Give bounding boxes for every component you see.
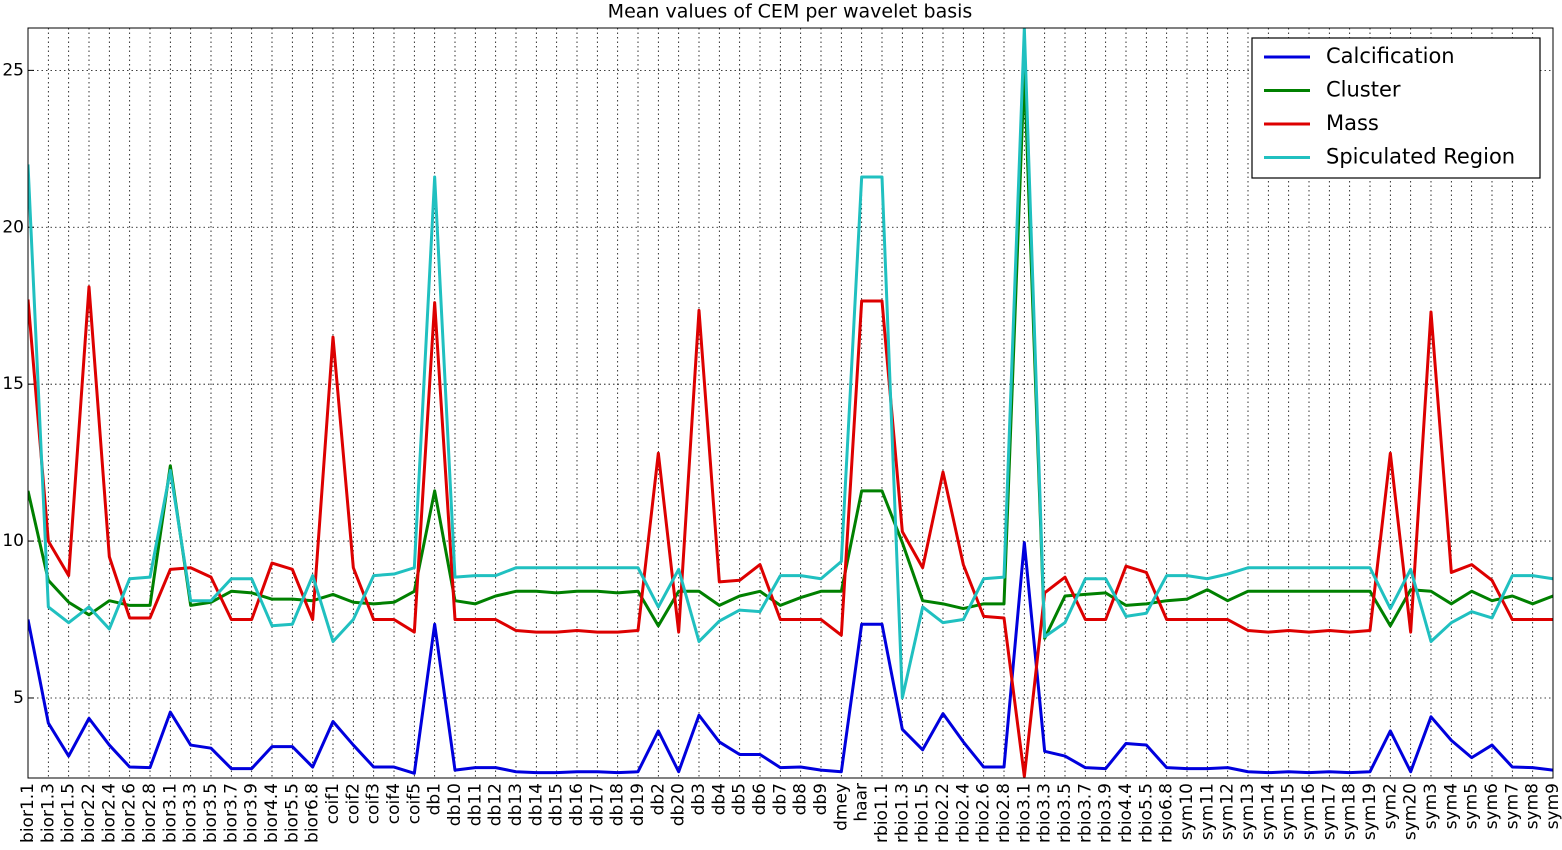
series-line [28,68,1553,640]
series-line [28,541,1553,775]
x-tick-label: db7 [770,783,790,815]
x-tick-label: rbio3.9 [1096,783,1116,843]
x-tick-label: db13 [506,783,526,826]
x-tick-label: rbio1.3 [892,783,912,843]
x-tick-label: bior1.1 [18,783,38,843]
legend-label: Cluster [1326,78,1401,102]
x-tick-label: coif1 [323,783,343,824]
x-tick-label: bior3.1 [160,783,180,843]
x-tick-label: sym15 [1279,783,1299,840]
x-tick-label: coif5 [404,783,424,824]
x-tick-label: dmey [831,783,851,831]
x-tick-label: rbio3.7 [1075,783,1095,843]
x-tick-label: db2 [648,783,668,815]
x-tick-label: bior1.5 [59,783,79,843]
x-tick-label: db5 [730,783,750,815]
x-tick-label: db15 [547,783,567,826]
x-tick-label: sym9 [1543,783,1562,829]
x-tick-label: bior6.8 [303,783,323,843]
legend-label: Calcification [1326,44,1455,68]
x-tick-label: rbio3.3 [1035,783,1055,843]
x-tick-label: db20 [669,783,689,826]
x-tick-label: bior2.2 [79,783,99,843]
x-tick-label: db19 [628,783,648,826]
x-tick-label: coif2 [343,783,363,824]
x-tick-label: db11 [465,783,485,826]
x-tick-label: db17 [587,783,607,826]
x-tick-label: db14 [526,783,546,826]
x-tick-label: sym4 [1441,783,1461,829]
x-tick-label: bior2.6 [120,783,140,843]
x-tick-label: sym10 [1177,783,1197,840]
x-tick-label: sym16 [1299,783,1319,840]
x-tick-label: sym17 [1319,783,1339,840]
x-tick-label: sym14 [1258,783,1278,840]
series-line [28,285,1553,778]
x-tick-label: rbio5.5 [1136,783,1156,843]
x-tick-label: bior5.5 [282,783,302,843]
x-tick-label: sym13 [1238,783,1258,840]
x-tick-label: db6 [750,783,770,815]
legend-label: Spiculated Region [1326,145,1515,169]
x-tick-label: db18 [608,783,628,826]
x-tick-label: db16 [567,783,587,826]
x-tick-label: bior3.7 [221,783,241,843]
x-tick-label: sym3 [1421,783,1441,829]
x-tick-label: db12 [486,783,506,826]
x-tick-label: rbio2.4 [953,783,973,843]
plot-frame [27,27,1554,779]
x-tick-label: db8 [791,783,811,815]
x-tick-label: rbio2.2 [933,783,953,843]
series-line [28,28,1553,700]
x-tick-label: db10 [445,783,465,826]
x-tick-label: haar [852,783,872,822]
x-tick-label: sym19 [1360,783,1380,840]
x-tick-label: rbio3.5 [1055,783,1075,843]
y-tick-label: 15 [2,374,24,394]
x-tick-label: sym2 [1380,783,1400,829]
x-tick-label: rbio3.1 [1014,783,1034,843]
x-tick-label: rbio6.8 [1157,783,1177,843]
x-tick-label: db3 [689,783,709,815]
x-tick-label: sym6 [1482,783,1502,829]
x-tick-label: sym12 [1218,783,1238,840]
x-tick-label: sym18 [1340,783,1360,840]
x-tick-label: bior1.3 [38,783,58,843]
y-tick-label: 5 [13,688,24,708]
x-tick-label: bior3.9 [242,783,262,843]
x-tick-label: sym20 [1401,783,1421,840]
x-tick-label: bior4.4 [262,783,282,843]
x-tick-label: sym5 [1462,783,1482,829]
x-tick-label: db4 [709,783,729,815]
x-tick-label: db9 [811,783,831,815]
y-tick-label: 20 [2,217,24,237]
x-tick-label: bior3.5 [201,783,221,843]
x-tick-label: db1 [425,783,445,815]
x-tick-label: coif3 [364,783,384,824]
x-tick-label: rbio1.1 [872,783,892,843]
y-tick-label: 10 [2,531,24,551]
x-tick-label: rbio1.5 [913,783,933,843]
x-tick-label: sym7 [1502,783,1522,829]
chart-title: Mean values of CEM per wavelet basis [608,1,973,23]
legend-label: Mass [1326,111,1379,135]
x-tick-label: coif4 [384,783,404,824]
x-tick-label: rbio2.8 [994,783,1014,843]
x-tick-label: sym11 [1197,783,1217,840]
x-tick-label: bior2.4 [99,783,119,843]
legend-box [1251,37,1541,179]
x-tick-label: rbio4.4 [1116,783,1136,843]
y-tick-label: 25 [2,60,24,80]
x-tick-label: rbio2.6 [974,783,994,843]
x-tick-label: sym8 [1523,783,1543,829]
x-tick-label: bior3.3 [181,783,201,843]
x-tick-label: bior2.8 [140,783,160,843]
